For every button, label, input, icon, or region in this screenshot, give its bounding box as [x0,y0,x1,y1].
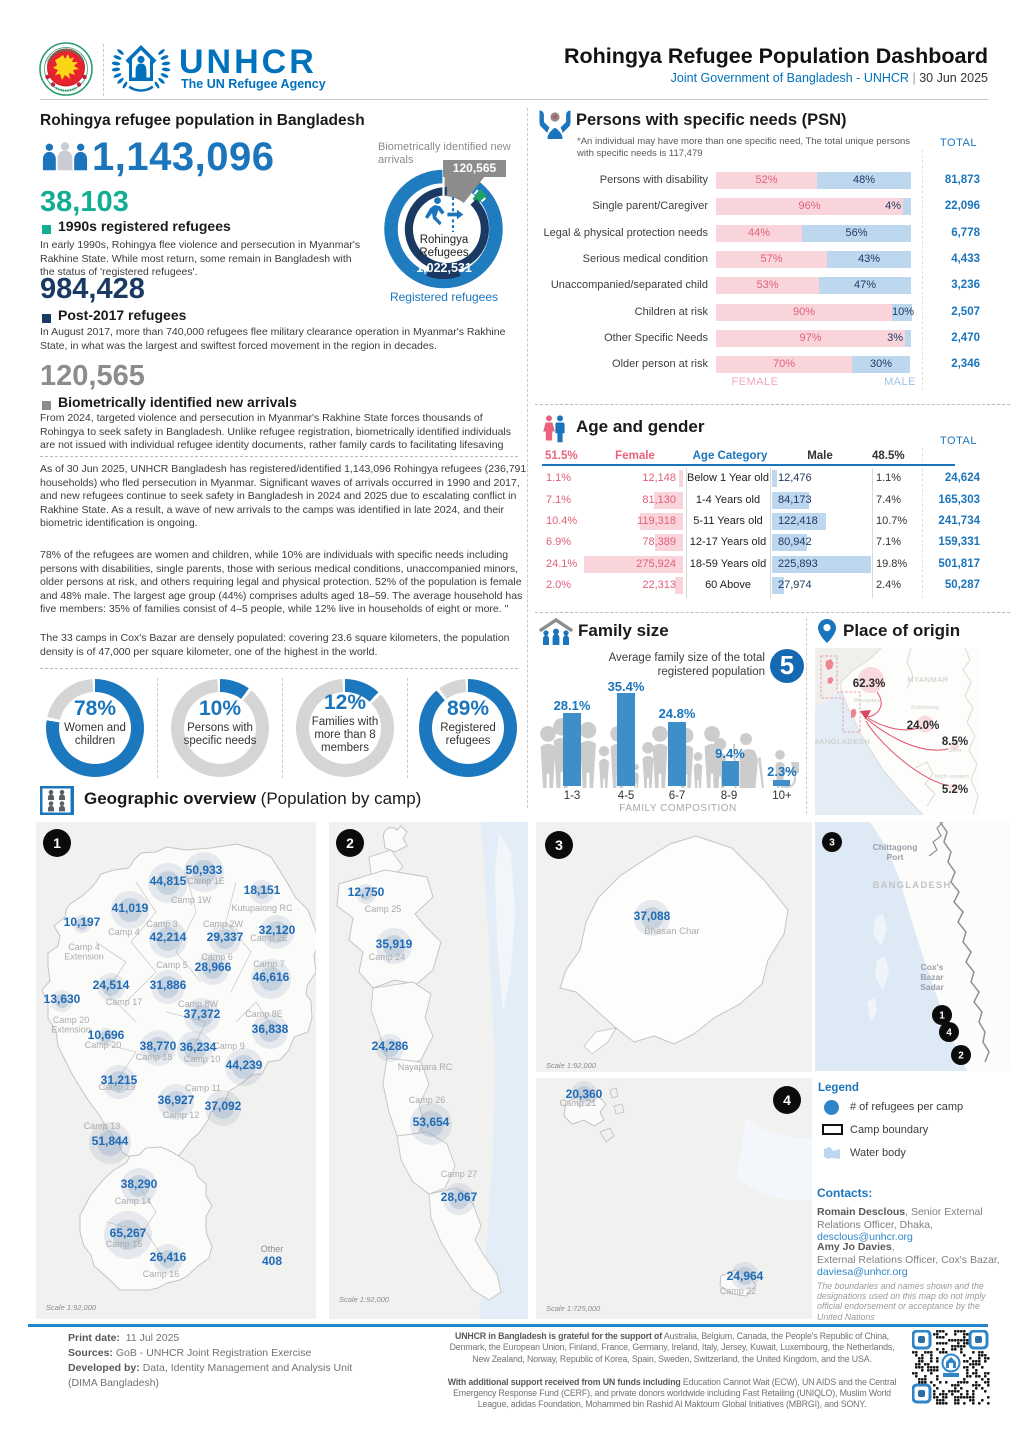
svg-text:Camp 2E: Camp 2E [250,933,288,943]
svg-text:Camp 25: Camp 25 [365,904,402,914]
svg-text:31,886: 31,886 [150,978,187,992]
svg-text:Chittagong: Chittagong [873,842,918,852]
svg-text:Camp 1W: Camp 1W [171,895,212,905]
svg-text:Camp 7: Camp 7 [253,959,285,969]
svg-text:Camp 20: Camp 20 [53,1015,90,1025]
svg-text:53,654: 53,654 [413,1115,450,1129]
svg-text:24,286: 24,286 [372,1039,409,1053]
svg-text:46,616: 46,616 [253,970,290,984]
svg-text:3: 3 [829,838,835,849]
svg-text:Port: Port [887,852,904,862]
svg-text:35,919: 35,919 [376,937,413,951]
svg-text:44,815: 44,815 [150,874,187,888]
svg-text:51,844: 51,844 [92,1134,129,1148]
svg-text:8.5%: 8.5% [942,736,968,748]
svg-text:Camp 4: Camp 4 [108,927,140,937]
svg-text:18,151: 18,151 [244,883,281,897]
svg-text:Camp 18: Camp 18 [136,1052,173,1062]
svg-text:62.3%: 62.3% [853,678,886,690]
svg-text:Camp 11: Camp 11 [185,1083,221,1093]
svg-text:Camp 26: Camp 26 [409,1095,446,1105]
svg-text:38,770: 38,770 [140,1039,177,1053]
svg-text:36,234: 36,234 [180,1040,217,1054]
svg-text:1: 1 [939,1011,945,1022]
svg-text:Scale 1:725,000: Scale 1:725,000 [546,1304,601,1313]
svg-text:Camp 14: Camp 14 [115,1196,152,1206]
svg-text:10,696: 10,696 [88,1028,125,1042]
svg-text:Camp 3: Camp 3 [146,919,178,929]
svg-text:28,966: 28,966 [195,960,232,974]
svg-text:Bhasan Char: Bhasan Char [644,926,699,937]
svg-text:31,215: 31,215 [101,1073,138,1087]
svg-text:32,120: 32,120 [259,923,296,937]
svg-text:Extension: Extension [51,1025,91,1035]
svg-text:36,838: 36,838 [252,1022,289,1036]
svg-text:Camp 21: Camp 21 [560,1098,597,1108]
svg-text:Camp 17: Camp 17 [106,997,143,1007]
svg-text:37,088: 37,088 [634,909,671,923]
svg-text:37,092: 37,092 [205,1099,242,1113]
svg-text:Other: Other [948,748,962,754]
svg-text:Camp 5: Camp 5 [156,960,188,970]
svg-text:Camp 6: Camp 6 [201,952,233,962]
svg-text:BANGLADESH: BANGLADESH [815,737,870,746]
svg-text:65,267: 65,267 [110,1226,147,1240]
svg-text:MYANMAR: MYANMAR [907,675,948,684]
svg-text:Camp 8E: Camp 8E [245,1009,283,1019]
svg-text:Camp 15: Camp 15 [106,1239,143,1249]
svg-text:North-western: North-western [935,774,970,780]
svg-text:Camp 27: Camp 27 [441,1169,478,1179]
svg-text:5.2%: 5.2% [942,784,968,796]
svg-text:Buthidaung: Buthidaung [911,705,939,711]
svg-text:20,360: 20,360 [566,1087,603,1101]
svg-text:2: 2 [958,1051,964,1062]
svg-text:Cox's: Cox's [921,962,944,972]
svg-text:Camp 12: Camp 12 [163,1110,200,1120]
svg-text:41,019: 41,019 [112,901,149,915]
svg-text:42,214: 42,214 [150,930,187,944]
svg-text:Camp 22: Camp 22 [720,1286,757,1296]
svg-text:24,514: 24,514 [93,978,130,992]
svg-text:Camp 10: Camp 10 [184,1054,221,1064]
svg-text:Camp 20: Camp 20 [85,1040,122,1050]
svg-text:37,372: 37,372 [184,1007,221,1021]
svg-text:Camp 8W: Camp 8W [178,999,219,1009]
svg-text:Camp 4: Camp 4 [68,942,100,952]
svg-text:50,933: 50,933 [186,863,223,877]
svg-text:13,630: 13,630 [44,992,81,1006]
svg-text:408: 408 [262,1254,282,1268]
svg-text:4: 4 [946,1028,952,1039]
svg-text:Camp 9: Camp 9 [213,1041,245,1051]
svg-text:10,197: 10,197 [64,915,101,929]
svg-text:BANGLADESH: BANGLADESH [872,880,951,891]
svg-text:Scale 1:92,000: Scale 1:92,000 [46,1303,97,1312]
svg-text:Camp 19: Camp 19 [99,1082,136,1092]
svg-text:Camp 16: Camp 16 [143,1269,180,1279]
svg-text:Extension: Extension [64,952,104,962]
svg-text:Sadar: Sadar [920,982,944,992]
svg-text:36,927: 36,927 [158,1093,195,1107]
svg-text:Camp 1E: Camp 1E [187,876,225,886]
svg-text:Scale 1:92,000: Scale 1:92,000 [339,1295,390,1304]
svg-text:Camp 24: Camp 24 [369,952,406,962]
svg-text:24,964: 24,964 [727,1269,764,1283]
svg-text:Camp 13: Camp 13 [84,1121,121,1131]
svg-text:24.0%: 24.0% [907,720,940,732]
svg-text:44,239: 44,239 [226,1058,263,1072]
svg-text:12,750: 12,750 [348,885,385,899]
svg-text:Camp 2W: Camp 2W [203,919,244,929]
svg-text:Other: Other [261,1244,284,1254]
svg-text:26,416: 26,416 [150,1250,187,1264]
svg-text:Maungdaw: Maungdaw [854,698,881,704]
svg-text:38,290: 38,290 [121,1177,158,1191]
svg-text:Bazar: Bazar [920,972,944,982]
svg-text:29,337: 29,337 [207,930,244,944]
svg-text:Kutupalong RC: Kutupalong RC [231,903,293,913]
svg-text:Scale 1:92,000: Scale 1:92,000 [546,1061,597,1070]
svg-text:Nayapara RC: Nayapara RC [398,1062,453,1072]
svg-text:28,067: 28,067 [441,1190,478,1204]
